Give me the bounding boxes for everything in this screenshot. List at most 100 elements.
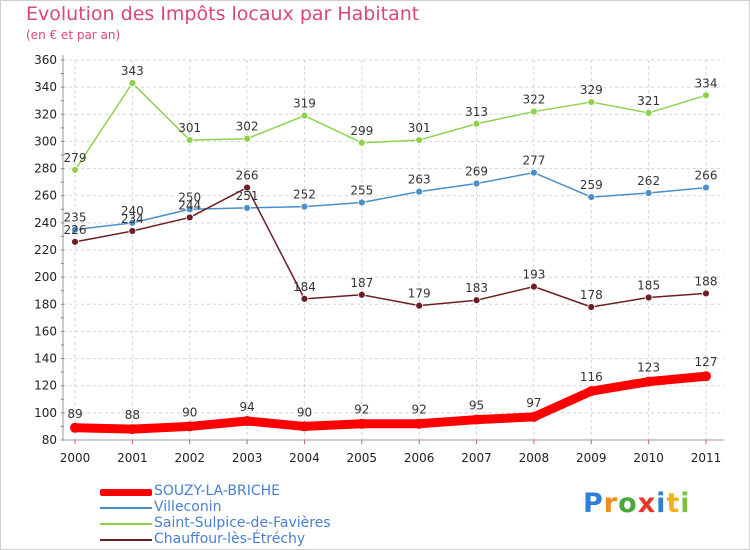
legend: SOUZY-LA-BRICHE Villeconin Saint-Sulpice… bbox=[100, 483, 420, 548]
legend-item-chauffour[interactable]: Chauffour-lès-Étréchy bbox=[100, 531, 420, 548]
data-point bbox=[127, 424, 138, 435]
legend-item-souzy[interactable]: SOUZY-LA-BRICHE bbox=[100, 483, 420, 500]
data-point bbox=[71, 166, 79, 174]
data-label: 263 bbox=[408, 173, 431, 187]
data-point bbox=[587, 193, 596, 201]
logo-letter: t bbox=[666, 488, 681, 519]
data-label: 88 bbox=[125, 408, 140, 422]
data-point bbox=[587, 98, 596, 106]
data-label: 90 bbox=[182, 405, 197, 419]
data-label: 255 bbox=[350, 184, 373, 198]
data-point bbox=[472, 296, 481, 305]
data-point bbox=[530, 168, 538, 177]
data-label: 183 bbox=[465, 281, 488, 295]
data-label: 250 bbox=[178, 190, 201, 204]
data-label: 319 bbox=[293, 97, 316, 111]
data-label: 252 bbox=[293, 188, 316, 202]
data-label: 269 bbox=[465, 165, 488, 179]
data-label: 244 bbox=[178, 198, 201, 212]
data-point bbox=[357, 198, 366, 207]
data-point bbox=[528, 411, 539, 422]
y-tick-label: 360 bbox=[34, 53, 57, 67]
data-point bbox=[643, 376, 654, 387]
logo-letter: P bbox=[583, 488, 604, 519]
data-point bbox=[471, 414, 482, 425]
chart-subtitle: (en € et par an) bbox=[26, 28, 121, 42]
data-point bbox=[644, 189, 653, 197]
data-point bbox=[185, 136, 194, 144]
data-label: 187 bbox=[350, 276, 373, 290]
data-point bbox=[356, 418, 367, 429]
data-point bbox=[415, 187, 424, 196]
data-label: 184 bbox=[293, 280, 316, 294]
data-label: 179 bbox=[408, 287, 431, 301]
data-point bbox=[530, 282, 538, 291]
x-tick-label: 2006 bbox=[404, 451, 435, 465]
x-tick-label: 2011 bbox=[691, 451, 722, 465]
y-tick-label: 280 bbox=[34, 162, 57, 176]
y-tick-label: 260 bbox=[34, 189, 57, 203]
y-tick-label: 200 bbox=[34, 270, 57, 284]
legend-swatch-villeconin bbox=[100, 507, 152, 509]
x-tick-label: 2003 bbox=[232, 451, 263, 465]
x-tick-label: 2001 bbox=[117, 451, 148, 465]
data-point bbox=[128, 218, 137, 227]
data-label: 322 bbox=[522, 93, 545, 107]
legend-label-villeconin: Villeconin bbox=[154, 499, 222, 515]
data-point bbox=[701, 371, 711, 382]
data-label: 234 bbox=[121, 212, 144, 226]
data-label: 266 bbox=[236, 169, 259, 183]
chart-title: Evolution des Impôts locaux par Habitant bbox=[26, 3, 420, 25]
legend-label-souzy: SOUZY-LA-BRICHE bbox=[154, 483, 280, 499]
data-point bbox=[702, 289, 710, 298]
legend-swatch-chauffour bbox=[100, 539, 152, 541]
series-line bbox=[74, 82, 707, 171]
data-label: 97 bbox=[526, 396, 541, 410]
data-label: 277 bbox=[522, 154, 545, 168]
data-label: 193 bbox=[522, 268, 545, 282]
axes: 80 100 120 140 160 180 200 220 240 260 280 300 320 34… bbox=[34, 53, 724, 465]
data-point bbox=[530, 107, 538, 116]
legend-item-villeconin[interactable]: Villeconin bbox=[100, 499, 420, 516]
data-point bbox=[644, 109, 653, 117]
data-point bbox=[128, 79, 137, 87]
series-line bbox=[74, 186, 707, 308]
series-lines bbox=[70, 79, 711, 435]
data-point bbox=[415, 136, 424, 144]
x-tick-label: 2007 bbox=[461, 451, 492, 465]
grid bbox=[63, 59, 724, 441]
y-tick-label: 120 bbox=[34, 379, 57, 393]
data-label: 188 bbox=[695, 274, 718, 288]
logo-letter: r bbox=[603, 488, 619, 519]
logo-letter: x bbox=[637, 488, 657, 519]
legend-label-chauffour: Chauffour-lès-Étréchy bbox=[154, 531, 306, 547]
y-tick-label: 100 bbox=[34, 406, 57, 420]
x-tick-label: 2008 bbox=[519, 451, 550, 465]
data-point bbox=[702, 183, 710, 192]
data-point bbox=[586, 386, 597, 397]
logo-letter: o bbox=[618, 488, 638, 519]
series-line bbox=[74, 171, 707, 231]
data-label: 116 bbox=[580, 370, 603, 384]
data-label: 302 bbox=[236, 120, 259, 134]
data-point bbox=[415, 301, 424, 310]
data-point bbox=[587, 303, 596, 311]
data-label: 178 bbox=[580, 288, 603, 302]
data-point bbox=[242, 416, 253, 426]
x-tick-label: 2002 bbox=[174, 451, 205, 465]
data-label: 235 bbox=[64, 211, 87, 225]
legend-label-saint-sulpice: Saint-Sulpice-de-Favières bbox=[154, 515, 331, 531]
data-point bbox=[702, 91, 710, 100]
data-point bbox=[357, 290, 366, 299]
y-tick-label: 180 bbox=[34, 297, 57, 311]
data-label: 90 bbox=[297, 405, 312, 419]
data-label: 266 bbox=[695, 169, 718, 183]
data-point bbox=[71, 237, 79, 246]
legend-item-saint-sulpice[interactable]: Saint-Sulpice-de-Favières bbox=[100, 515, 420, 532]
y-tick-label: 160 bbox=[34, 324, 57, 338]
x-tick-label: 2000 bbox=[60, 451, 91, 465]
data-point bbox=[299, 421, 310, 432]
data-point bbox=[243, 204, 251, 212]
